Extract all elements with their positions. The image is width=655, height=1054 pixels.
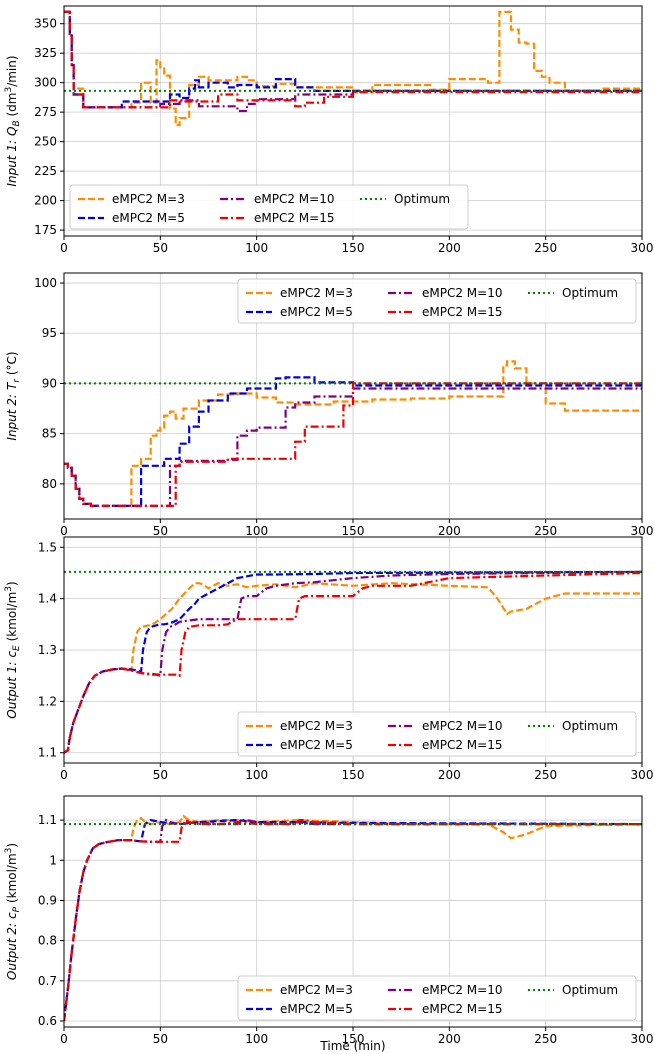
x-axis-label: Time (min) [319,1039,385,1053]
y-tick-label: 200 [34,194,57,208]
series-group [64,814,642,1022]
y-tick-label: 1.5 [38,540,57,554]
legend-entry-label: eMPC2 M=10 [422,719,502,733]
y-tick-label: 1.4 [38,592,57,606]
legend-frame [237,975,637,1021]
x-tick-label: 150 [342,524,365,538]
legend-entry-label: eMPC2 M=3 [112,192,185,206]
y-tick-label: 1 [49,853,57,867]
legend-entry-label: eMPC2 M=3 [280,286,353,300]
y-tick-label: 275 [34,105,57,119]
legend-frame [237,278,637,324]
x-tick-label: 0 [60,241,68,255]
legend-entry-label: eMPC2 M=10 [422,983,502,997]
chart-input-1-flow: 0 50 100 150 200 250 300 175 200 225 250 275 300 325 3… [4,5,654,255]
chart-output-2-cp: 0 50 100 150 200 250 300 0.6 0.7 0.8 0.9 1 1.1 Output… [4,795,654,1046]
x-tick-label: 100 [245,768,268,782]
legend-entry-label: eMPC2 M=3 [280,983,353,997]
legend: eMPC2 M=3 eMPC2 M=5 eMPC2 M=10 eMPC2 M=15 Op… [237,975,637,1021]
y-tick-label: 0.9 [38,893,57,907]
y-tick-label: 90 [42,376,57,390]
y-tick-label: 80 [42,477,57,491]
y-tick-label: 1.1 [38,813,57,827]
legend-entry-label: eMPC2 M=15 [422,738,502,752]
y-axis-label: Output 1:cE (kmol/m3) [4,581,22,718]
legend-entry-label: eMPC2 M=5 [280,305,353,319]
y-tick-label: 100 [34,276,57,290]
chart-output-1-ce: 0 50 100 150 200 250 300 1.1 1.2 1.3 1.4 1.5 Output … [4,536,654,782]
y-axis-label: Output 2:cP (kmol/m3) [4,843,22,980]
x-tick-label: 100 [245,524,268,538]
y-tick-label: 175 [34,223,57,237]
y-tick-label: 325 [34,46,57,60]
series-line-empc2-m-15 [64,382,642,507]
x-tick-label: 200 [438,768,461,782]
legend-entry-label: Optimum [562,983,618,997]
x-tick-label: 0 [60,524,68,538]
y-tick-label: 0.7 [38,974,57,988]
x-tick-label: 150 [342,768,365,782]
legend-entry-label: eMPC2 M=5 [280,738,353,752]
x-tick-label: 250 [534,768,557,782]
y-tick-label: 225 [34,164,57,178]
x-tick-label: 200 [438,241,461,255]
x-tick-label: 300 [631,241,654,255]
x-tick-label: 200 [438,524,461,538]
x-tick-label: 300 [631,768,654,782]
series-group [64,10,642,127]
x-tick-label: 300 [631,524,654,538]
legend-entry-label: eMPC2 M=10 [254,192,334,206]
x-tick-label: 50 [153,1032,168,1046]
x-tick-label: 200 [438,1032,461,1046]
legend-entry-label: eMPC2 M=5 [280,1002,353,1016]
legend-entry-label: Optimum [394,192,450,206]
series-group [64,360,642,507]
legend: eMPC2 M=3 eMPC2 M=5 eMPC2 M=10 eMPC2 M=15 Op… [237,711,637,757]
y-tick-label: 350 [34,17,57,31]
x-tick-label: 250 [534,241,557,255]
y-tick-label: 95 [42,326,57,340]
x-tick-label: 50 [153,768,168,782]
chart-input-2-temperature: 0 50 100 150 200 250 300 80 85 90 95 100 Input 2:Tr … [5,272,654,538]
legend-entry-label: eMPC2 M=3 [280,719,353,733]
x-tick-label: 250 [534,1032,557,1046]
y-tick-label: 300 [34,76,57,90]
series-line-empc2-m-3 [64,10,642,127]
series-line-empc2-m-15 [64,571,642,754]
legend-entry-label: eMPC2 M=15 [422,1002,502,1016]
series-line-empc2-m-15 [64,10,642,109]
series-line-empc2-m-5 [64,10,642,109]
legend-entry-label: eMPC2 M=15 [254,211,334,225]
x-tick-label: 250 [534,524,557,538]
legend: eMPC2 M=3 eMPC2 M=5 eMPC2 M=10 eMPC2 M=15 Op… [69,184,469,230]
series-group [64,570,642,754]
y-tick-label: 85 [42,427,57,441]
legend: eMPC2 M=3 eMPC2 M=5 eMPC2 M=10 eMPC2 M=15 Op… [237,278,637,324]
x-tick-label: 0 [60,768,68,782]
y-axis-label: Input 2:Tr (°C) [5,351,22,440]
x-tick-label: 150 [342,1032,365,1046]
legend-entry-label: Optimum [562,286,618,300]
x-tick-label: 50 [153,524,168,538]
legend-entry-label: eMPC2 M=5 [112,211,185,225]
x-tick-label: 0 [60,1032,68,1046]
legend-entry-label: eMPC2 M=15 [422,305,502,319]
y-axis-label: Input 1:QB (dm3/min) [4,55,22,186]
legend-frame [237,711,637,757]
y-tick-label: 0.8 [38,934,57,948]
x-tick-label: 50 [153,241,168,255]
y-tick-label: 1.3 [38,643,57,657]
legend-entry-label: Optimum [562,719,618,733]
legend-frame [69,184,469,230]
y-tick-label: 1.1 [38,746,57,760]
legend-entry-label: eMPC2 M=10 [422,286,502,300]
x-tick-label: 150 [342,241,365,255]
y-tick-label: 250 [34,135,57,149]
y-tick-label: 1.2 [38,694,57,708]
y-tick-label: 0.6 [38,1014,57,1028]
x-tick-label: 100 [245,241,268,255]
x-tick-label: 300 [631,1032,654,1046]
x-tick-label: 100 [245,1032,268,1046]
